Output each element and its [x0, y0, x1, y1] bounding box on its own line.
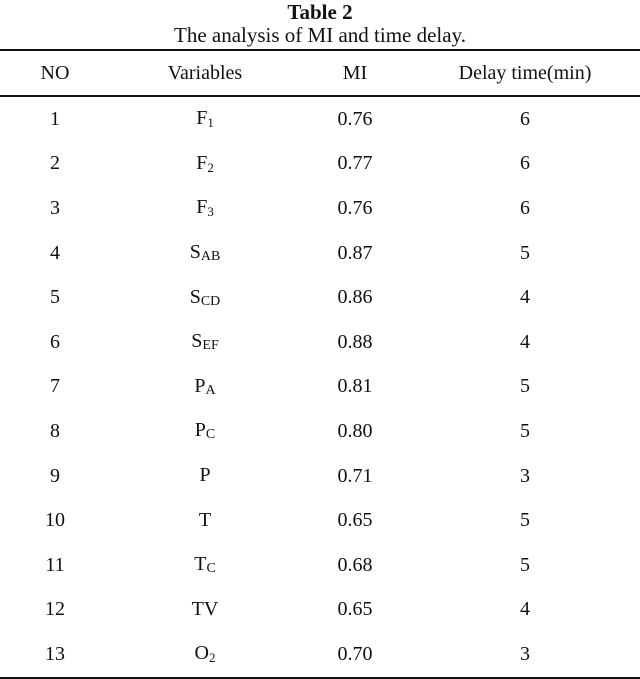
variable-subscript: 1 — [207, 115, 214, 131]
cell-no: 5 — [50, 286, 60, 309]
table-row: 4 SAB 0.87 5 — [0, 231, 640, 276]
variable-base: T — [194, 553, 207, 576]
variable-base: F — [196, 107, 208, 130]
cell-delay-time: 6 — [520, 152, 530, 175]
table-row: 12 TV 0.65 4 — [0, 588, 640, 633]
header-row: NO Variables MI Delay time(min) — [0, 50, 640, 96]
cell-delay-time: 3 — [520, 464, 530, 487]
cell-variable: TC — [110, 543, 300, 588]
cell-no: 8 — [50, 419, 60, 442]
cell-mi: 0.81 — [337, 375, 373, 398]
table-subtitle: The analysis of MI and time delay. — [174, 23, 466, 47]
mi-delay-table: NO Variables MI Delay time(min) 1 F1 0.76 6… — [0, 49, 640, 679]
cell-mi: 0.76 — [337, 196, 373, 219]
cell-delay-time: 5 — [520, 241, 530, 264]
variable-base: S — [189, 241, 201, 264]
cell-mi: 0.76 — [337, 107, 373, 130]
table-row: 6 SEF 0.88 4 — [0, 320, 640, 365]
cell-variable: SAB — [110, 231, 300, 276]
table-row: 7 PA 0.81 5 — [0, 365, 640, 410]
variable-subscript: 2 — [208, 650, 216, 666]
table-title: Table 2 — [287, 0, 353, 24]
cell-mi: 0.65 — [337, 509, 373, 532]
cell-delay-time: 6 — [520, 107, 530, 130]
variable-base: S — [189, 285, 201, 308]
cell-no: 10 — [45, 509, 65, 532]
table-row: 11 TC 0.68 5 — [0, 543, 640, 588]
cell-variable: F1 — [110, 96, 300, 142]
variable-subscript: EF — [202, 338, 219, 354]
cell-no: 2 — [50, 152, 60, 175]
cell-variable: SEF — [110, 320, 300, 365]
cell-variable: PA — [110, 365, 300, 410]
cell-delay-time: 6 — [520, 196, 530, 219]
variable-subscript: AB — [200, 249, 221, 265]
table-row: 9 P 0.71 3 — [0, 454, 640, 499]
cell-delay-time: 4 — [520, 330, 530, 353]
variable-base: P — [199, 464, 211, 487]
cell-mi: 0.71 — [337, 464, 373, 487]
cell-no: 13 — [45, 642, 65, 665]
table-row: 1 F1 0.76 6 — [0, 96, 640, 142]
variable-base: S — [191, 330, 203, 353]
cell-variable: O2 — [110, 632, 300, 678]
header-delay-time: Delay time(min) — [458, 61, 592, 84]
cell-delay-time: 5 — [520, 375, 530, 398]
variable-base: F — [196, 196, 208, 219]
table-row: 2 F2 0.77 6 — [0, 142, 640, 187]
cell-delay-time: 3 — [520, 642, 530, 665]
table-row: 5 SCD 0.86 4 — [0, 275, 640, 320]
cell-mi: 0.68 — [337, 553, 373, 576]
variable-subscript: 2 — [207, 159, 214, 175]
cell-variable: T — [110, 498, 300, 543]
cell-no: 7 — [50, 375, 60, 398]
variable-base: F — [196, 151, 208, 174]
cell-variable: PC — [110, 409, 300, 454]
cell-mi: 0.80 — [337, 419, 373, 442]
cell-variable: TV — [110, 588, 300, 633]
cell-mi: 0.86 — [337, 286, 373, 309]
cell-mi: 0.88 — [337, 330, 373, 353]
cell-mi: 0.70 — [337, 642, 373, 665]
cell-no: 1 — [50, 107, 60, 130]
header-no: NO — [40, 61, 70, 84]
cell-variable: F2 — [110, 142, 300, 187]
variable-base: T — [198, 508, 212, 531]
table-caption: Table 2 The analysis of MI and time dela… — [0, 0, 640, 47]
variable-base: P — [194, 419, 206, 442]
header-variables: Variables — [167, 61, 243, 84]
variable-subscript: C — [205, 427, 216, 443]
variable-base: P — [194, 374, 206, 397]
cell-no: 3 — [50, 196, 60, 219]
cell-mi: 0.65 — [337, 598, 373, 621]
table-row: 8 PC 0.80 5 — [0, 409, 640, 454]
variable-subscript: A — [205, 382, 216, 398]
variable-subscript: CD — [200, 293, 221, 309]
cell-variable: P — [110, 454, 300, 499]
cell-no: 11 — [45, 553, 65, 576]
cell-delay-time: 5 — [520, 509, 530, 532]
cell-delay-time: 4 — [520, 598, 530, 621]
cell-no: 12 — [45, 598, 65, 621]
cell-no: 9 — [50, 464, 60, 487]
table-row: 3 F3 0.76 6 — [0, 186, 640, 231]
cell-variable: F3 — [110, 186, 300, 231]
cell-mi: 0.77 — [337, 152, 373, 175]
cell-variable: SCD — [110, 275, 300, 320]
cell-delay-time: 4 — [520, 286, 530, 309]
table-row: 10 T 0.65 5 — [0, 498, 640, 543]
variable-base: O — [194, 642, 209, 665]
cell-no: 6 — [50, 330, 60, 353]
variable-base: TV — [191, 597, 219, 620]
cell-delay-time: 5 — [520, 553, 530, 576]
variable-subscript: 3 — [207, 204, 214, 220]
header-mi: MI — [342, 61, 368, 84]
table-row: 13 O2 0.70 3 — [0, 632, 640, 678]
table-body: 1 F1 0.76 6 2 F2 0.77 6 3 F3 0.76 6 4 SAB 0.87 5 5 SCD 0.8… — [0, 96, 640, 678]
cell-mi: 0.87 — [337, 241, 373, 264]
variable-subscript: C — [206, 561, 216, 577]
cell-no: 4 — [50, 241, 60, 264]
cell-delay-time: 5 — [520, 419, 530, 442]
